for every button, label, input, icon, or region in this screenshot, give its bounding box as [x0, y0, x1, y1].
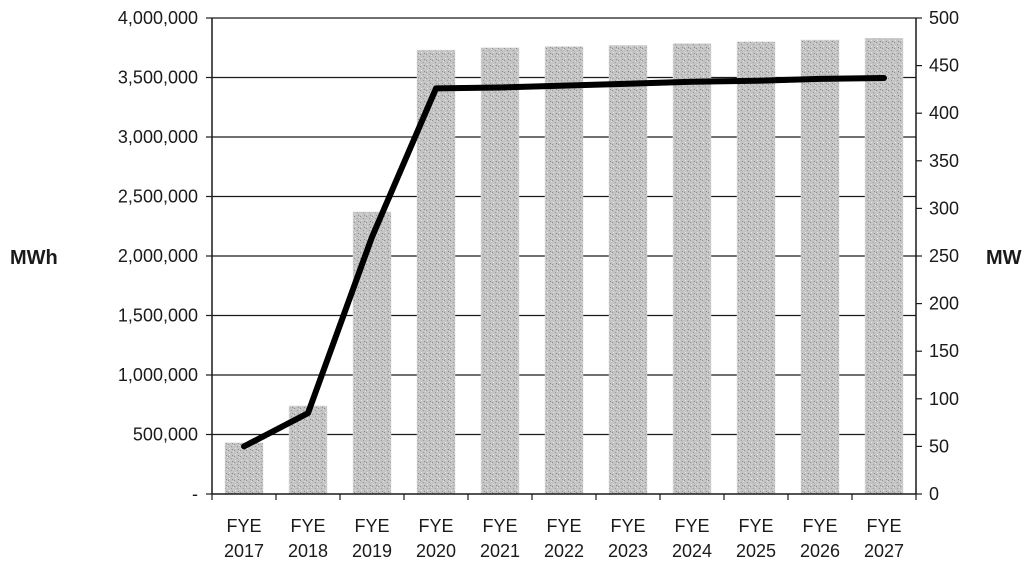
- x-tick-label: FYE: [610, 516, 645, 536]
- bar: [352, 211, 392, 495]
- bar: [544, 46, 584, 495]
- line-point: [433, 85, 439, 91]
- x-tick-label: 2020: [416, 541, 456, 561]
- bar: [864, 37, 904, 495]
- line-point: [625, 81, 631, 87]
- x-tick-label: FYE: [482, 516, 517, 536]
- x-tick-label: 2022: [544, 541, 584, 561]
- x-tick-label: 2026: [800, 541, 840, 561]
- x-tick-label: 2025: [736, 541, 776, 561]
- tick-labels: - 500,000 1,000,000 1,500,000 2,000,000 2,500…: [118, 8, 959, 561]
- y-tick-label: 4,000,000: [118, 8, 198, 28]
- bar: [736, 41, 776, 495]
- y2-tick-label: 150: [929, 341, 959, 361]
- x-tick-label: 2023: [608, 541, 648, 561]
- x-tick-label: 2018: [288, 541, 328, 561]
- y2-tick-label: 350: [929, 151, 959, 171]
- y2-tick-label: 200: [929, 294, 959, 314]
- line-point: [689, 79, 695, 85]
- x-tick-label: FYE: [418, 516, 453, 536]
- y2-tick-label: 400: [929, 103, 959, 123]
- x-tick-label: FYE: [802, 516, 837, 536]
- x-tick-label: FYE: [738, 516, 773, 536]
- y2-tick-label: 500: [929, 8, 959, 28]
- line-point: [561, 83, 567, 89]
- x-tick-label: FYE: [866, 516, 901, 536]
- y2-tick-label: 50: [929, 436, 949, 456]
- x-tick-label: FYE: [546, 516, 581, 536]
- y2-axis-title: MW: [986, 247, 1022, 269]
- y-tick-label: -: [192, 484, 198, 504]
- x-tick-label: FYE: [290, 516, 325, 536]
- line-point: [881, 75, 887, 81]
- y2-tick-label: 300: [929, 198, 959, 218]
- y2-tick-label: 100: [929, 389, 959, 409]
- y-tick-label: 1,500,000: [118, 306, 198, 326]
- y2-tick-label: 450: [929, 56, 959, 76]
- y-tick-label: 2,000,000: [118, 246, 198, 266]
- x-tick-label: FYE: [674, 516, 709, 536]
- y-tick-label: 1,000,000: [118, 365, 198, 385]
- y-tick-label: 3,500,000: [118, 68, 198, 88]
- bars: [224, 37, 904, 495]
- y-axis-title: MWh: [10, 247, 58, 269]
- y-tick-label: 3,000,000: [118, 127, 198, 147]
- x-tick-label: FYE: [354, 516, 389, 536]
- x-tick-label: 2019: [352, 541, 392, 561]
- line-point: [241, 443, 247, 449]
- bar: [608, 45, 648, 495]
- bar: [224, 442, 264, 495]
- x-tick-label: 2021: [480, 541, 520, 561]
- line-point: [753, 78, 759, 84]
- line-point: [497, 84, 503, 90]
- x-tick-label: FYE: [226, 516, 261, 536]
- bar: [800, 39, 840, 495]
- y-tick-label: 2,500,000: [118, 187, 198, 207]
- y2-tick-label: 250: [929, 246, 959, 266]
- y2-tick-label: 0: [929, 484, 939, 504]
- line-point: [369, 234, 375, 240]
- x-tick-label: 2024: [672, 541, 712, 561]
- line-point: [817, 76, 823, 82]
- bar: [288, 405, 328, 495]
- axes: [206, 17, 922, 500]
- bar: [672, 43, 712, 495]
- line-point: [305, 410, 311, 416]
- line-series: [241, 75, 887, 450]
- bar: [480, 47, 520, 495]
- x-tick-label: 2017: [224, 541, 264, 561]
- x-tick-label: 2027: [864, 541, 904, 561]
- y-tick-label: 500,000: [133, 425, 198, 445]
